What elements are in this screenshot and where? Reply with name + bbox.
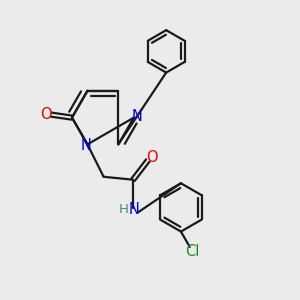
- Text: N: N: [80, 138, 92, 153]
- Text: N: N: [129, 202, 140, 217]
- Text: N: N: [132, 109, 143, 124]
- Text: Cl: Cl: [185, 244, 199, 259]
- Text: O: O: [146, 150, 158, 165]
- Text: O: O: [40, 107, 52, 122]
- Text: H: H: [119, 203, 129, 216]
